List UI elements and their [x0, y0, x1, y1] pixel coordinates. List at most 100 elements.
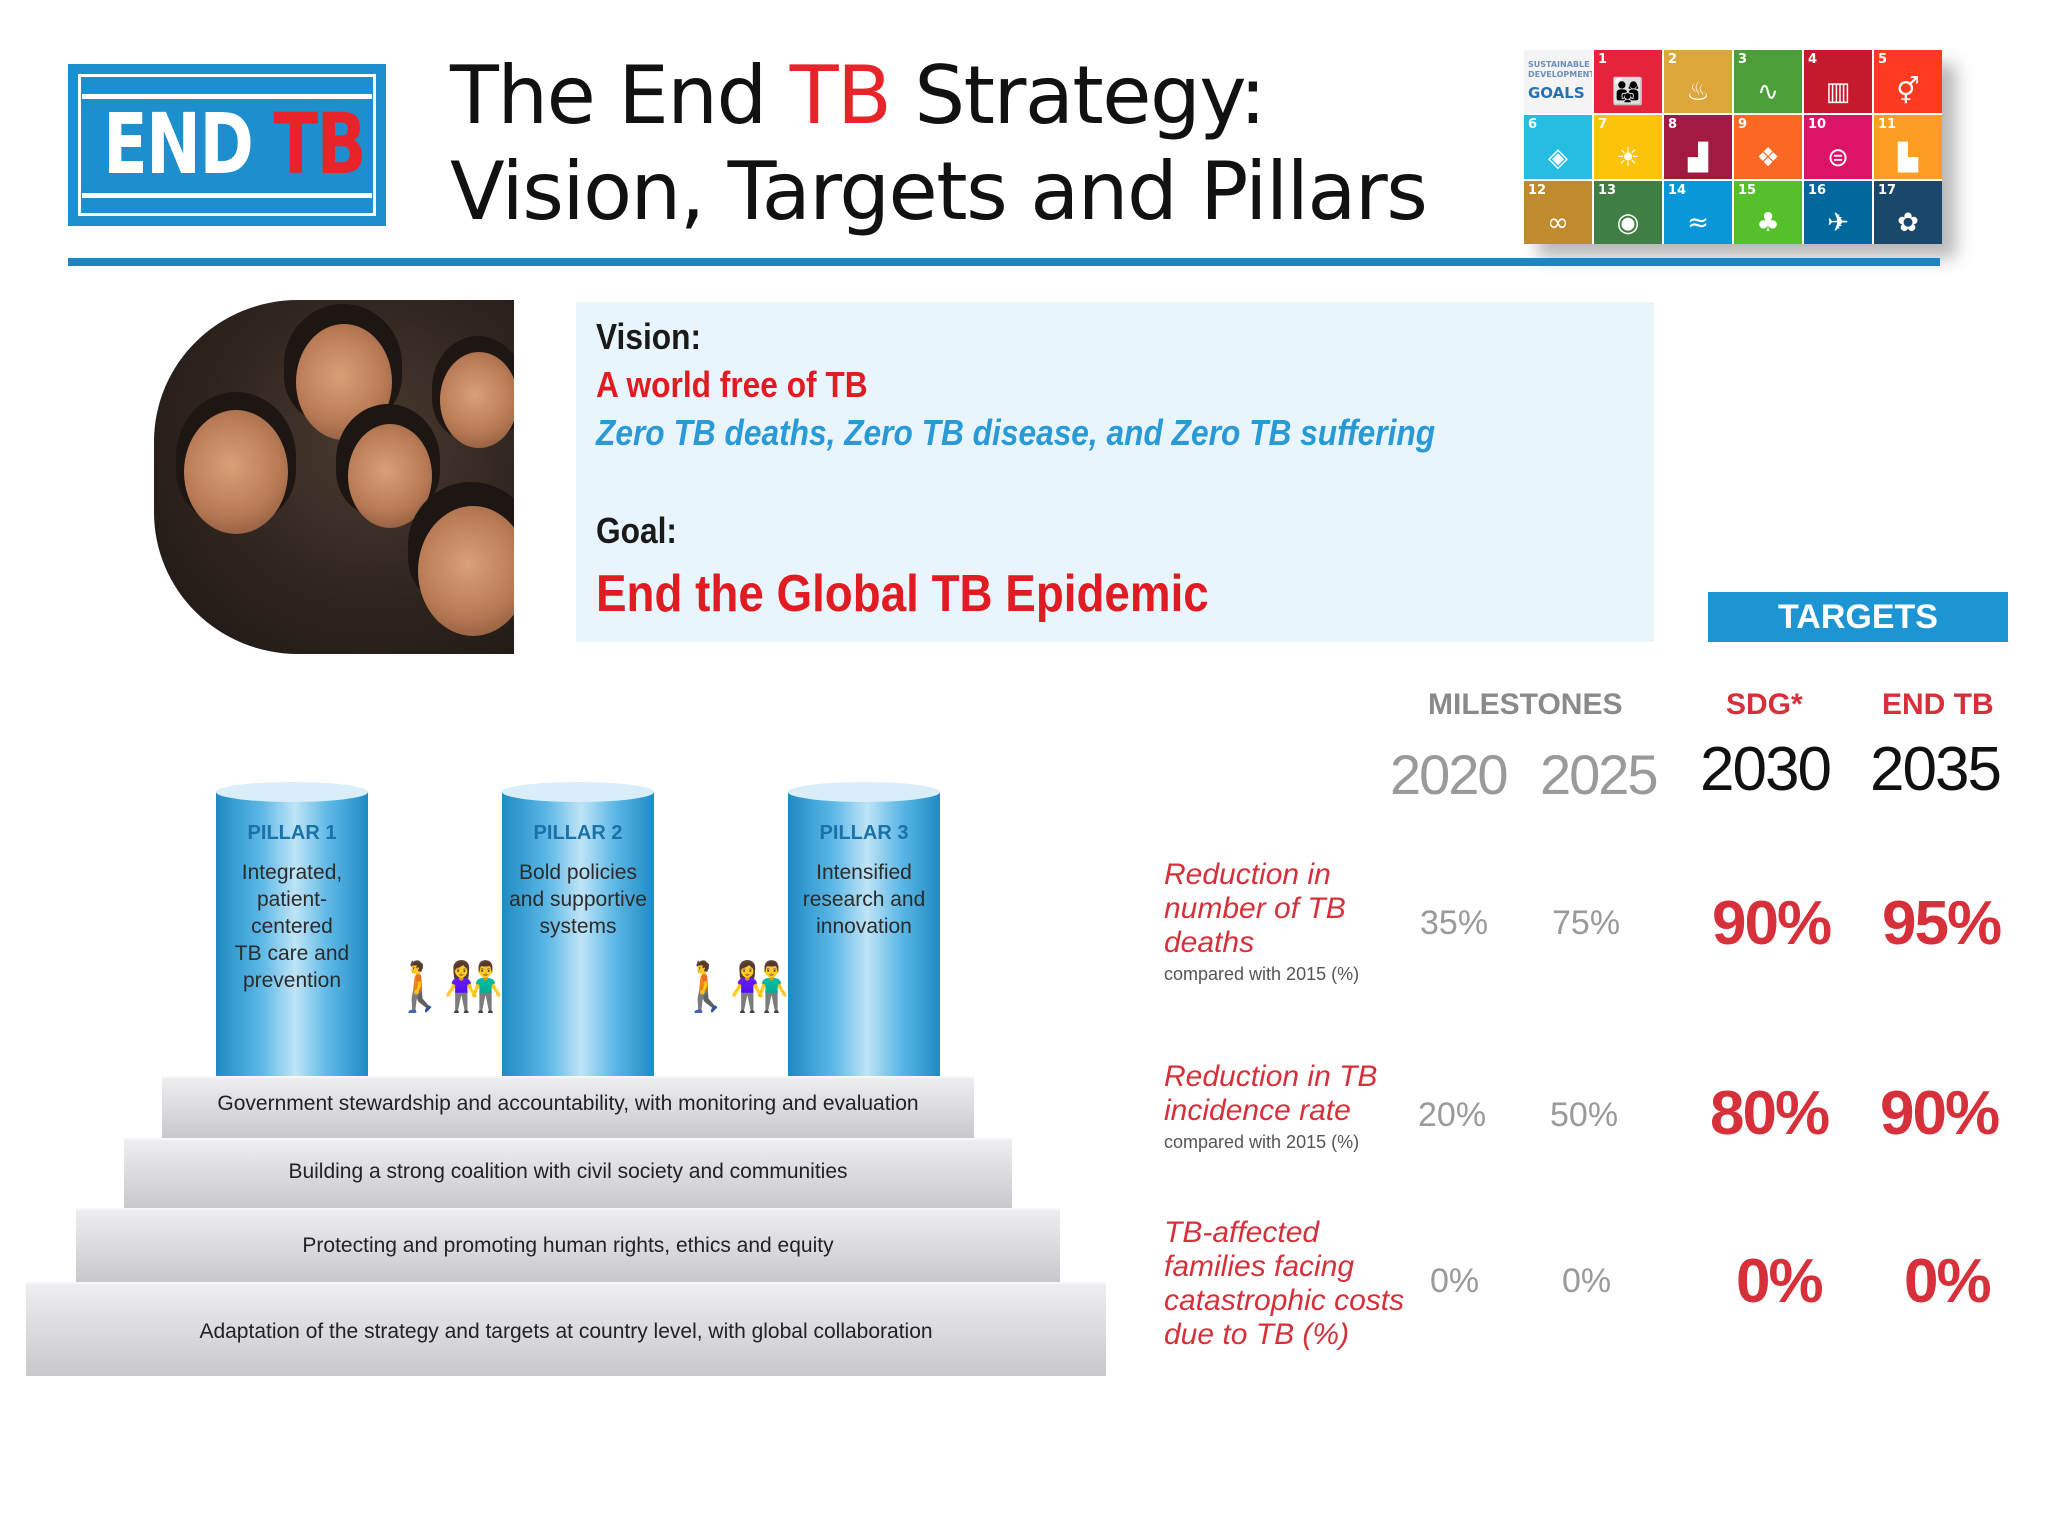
pillar-desc-line: Integrated, — [241, 861, 343, 884]
sdg-goal-number: 13 — [1598, 182, 1617, 198]
family-figures-icon: 🚶👫 — [676, 961, 790, 1014]
sdg-goal-number: 2 — [1668, 52, 1678, 67]
pillar-2: PILLAR 2 Bold policies and supportive sy… — [502, 782, 654, 1096]
pillar-1: PILLAR 1 Integrated, patient- centered T… — [216, 782, 368, 1096]
title-pre: The End — [450, 49, 790, 142]
title-post: Strategy: — [890, 49, 1266, 142]
logo-top-line — [82, 94, 372, 99]
sdg-goal-number: 11 — [1878, 117, 1897, 133]
foundation-step-2: Building a strong coalition with civil s… — [124, 1138, 1012, 1208]
vision-statement: A world free of TB — [596, 364, 868, 405]
logo-word-tb: TB — [273, 95, 367, 193]
heartbeat-icon: ∿ — [1757, 77, 1779, 108]
sdg-goal-tile: 5 ⚥ — [1874, 50, 1942, 114]
pillar-desc-line: and supportive — [509, 888, 647, 911]
eye-globe-icon: ◉ — [1616, 207, 1640, 238]
year-2030: 2030 — [1700, 735, 1832, 804]
costs-2030: 0% — [1736, 1247, 1824, 1316]
child-face — [184, 410, 288, 534]
foundation-step-4: Adaptation of the strategy and targets a… — [26, 1282, 1106, 1376]
row-label-line: families facing — [1164, 1250, 1355, 1283]
logo-bottom-line — [82, 193, 372, 198]
dove-icon: ✈ — [1827, 207, 1849, 238]
sdg-goal-number: 6 — [1528, 117, 1538, 133]
deaths-2035: 95% — [1882, 889, 2002, 958]
sdg-goal-number: 14 — [1668, 182, 1687, 198]
sdg-goal-tile: 15 ♣ — [1734, 180, 1802, 244]
year-2020: 2020 — [1390, 743, 1509, 806]
vision-subtext: Zero TB deaths, Zero TB disease, and Zer… — [596, 412, 1436, 453]
pillar-description: Intensified research and innovation — [788, 859, 940, 940]
sdg-goal-tile: 3 ∿ — [1734, 50, 1802, 114]
vision-goal-box: Vision: A world free of TB Zero TB death… — [576, 302, 1654, 642]
bowl-icon: ♨ — [1686, 77, 1710, 108]
row-label-line: due to TB (%) — [1164, 1318, 1350, 1351]
sdg-goal-number: 12 — [1528, 182, 1547, 198]
end-tb-header: END TB — [1882, 688, 1994, 721]
year-2025: 2025 — [1540, 743, 1659, 806]
foundation-step-1: Government stewardship and accountabilit… — [162, 1076, 974, 1138]
row-label-line: Reduction in TB — [1164, 1060, 1378, 1093]
sdg-goal-number: 16 — [1808, 182, 1827, 198]
sdg-goal-number: 10 — [1808, 117, 1827, 133]
sdg-goal-tile: 11 ▙ — [1874, 115, 1942, 179]
row-incidence-sub: compared with 2015 (%) — [1164, 1132, 1360, 1152]
logo-wordmark: END TB — [103, 102, 367, 186]
year-2035: 2035 — [1870, 735, 2002, 804]
costs-2025: 0% — [1562, 1262, 1612, 1300]
vision-label: Vision: — [596, 316, 702, 357]
title-tb: TB — [789, 49, 892, 142]
pillar-top — [216, 782, 368, 802]
sdg-goal-tile: 17 ✿ — [1874, 180, 1942, 244]
page-title: The End TB Strategy: Vision, Targets and… — [450, 48, 1428, 240]
title-line-2: Vision, Targets and Pillars — [450, 145, 1428, 238]
sun-icon: ☀ — [1616, 142, 1640, 173]
goal-text: End the Global TB Epidemic — [596, 565, 1209, 623]
sdg-goal-tile: 13 ◉ — [1594, 180, 1662, 244]
pillar-desc-line: TB care and — [234, 942, 350, 965]
sdg-goal-tile: 7 ☀ — [1594, 115, 1662, 179]
step-text: Protecting and promoting human rights, e… — [302, 1234, 834, 1257]
infinity-icon: ∞ — [1547, 207, 1569, 238]
row-label-line: catastrophic costs — [1164, 1284, 1405, 1317]
sdg-goal-tile: 8 ▟ — [1664, 115, 1732, 179]
sdg-goal-tile: 6 ◈ — [1524, 115, 1592, 179]
family-figures-icon: 🚶👫 — [390, 961, 504, 1014]
sdg-goal-tile: 1 👨‍👩‍👧 — [1594, 50, 1662, 114]
step-text: Government stewardship and accountabilit… — [217, 1092, 919, 1115]
pillar-label: PILLAR 3 — [819, 822, 909, 844]
pillar-desc-line: innovation — [816, 915, 912, 938]
sdg-goal-tile: 12 ∞ — [1524, 180, 1592, 244]
step-text: Adaptation of the strategy and targets a… — [199, 1320, 933, 1343]
pillar-description: Integrated, patient- centered TB care an… — [216, 859, 368, 994]
sdg-goal-tile: 4 ▥ — [1804, 50, 1872, 114]
end-tb-logo: END TB — [68, 64, 386, 226]
sdg-goal-tile: 9 ❖ — [1734, 115, 1802, 179]
sdg-goal-number: 17 — [1878, 182, 1897, 198]
sdg-header: SUSTAINABLE DEVELOPMENT — [1528, 60, 1592, 79]
deaths-2025: 75% — [1552, 904, 1621, 942]
sdg-logo-tile: SUSTAINABLE DEVELOPMENT GOALS — [1524, 50, 1592, 114]
incidence-2035: 90% — [1880, 1079, 2000, 1148]
pillar-desc-line: Bold policies — [519, 861, 637, 884]
buildings-icon: ▙ — [1898, 142, 1918, 173]
deaths-2030: 90% — [1712, 889, 1832, 958]
title-line-1: The End TB Strategy: — [450, 48, 1426, 144]
sdg-goals-grid: SUSTAINABLE DEVELOPMENT GOALS 1 👨‍👩‍👧 2 ♨ 3 ∿… — [1524, 50, 1942, 244]
sdg-goal-number: 8 — [1668, 117, 1678, 133]
sdg-goal-number: 4 — [1808, 52, 1818, 67]
gender-icon: ⚥ — [1896, 77, 1920, 108]
child-face — [418, 506, 514, 636]
goal-label: Goal: — [596, 510, 677, 551]
row-deaths-sub: compared with 2015 (%) — [1164, 964, 1360, 984]
people-row-icon: 👨‍👩‍👧 — [1611, 77, 1645, 108]
growth-chart-icon: ▟ — [1688, 142, 1708, 173]
milestones-header: MILESTONES — [1428, 688, 1623, 721]
sdg-goals-word: GOALS — [1528, 84, 1585, 102]
water-drop-icon: ◈ — [1548, 142, 1568, 173]
book-icon: ▥ — [1825, 77, 1851, 108]
incidence-2030: 80% — [1710, 1079, 1830, 1148]
sdg-goal-number: 7 — [1598, 117, 1608, 133]
costs-2020: 0% — [1430, 1262, 1480, 1300]
foundation-step-3: Protecting and promoting human rights, e… — [76, 1208, 1060, 1282]
